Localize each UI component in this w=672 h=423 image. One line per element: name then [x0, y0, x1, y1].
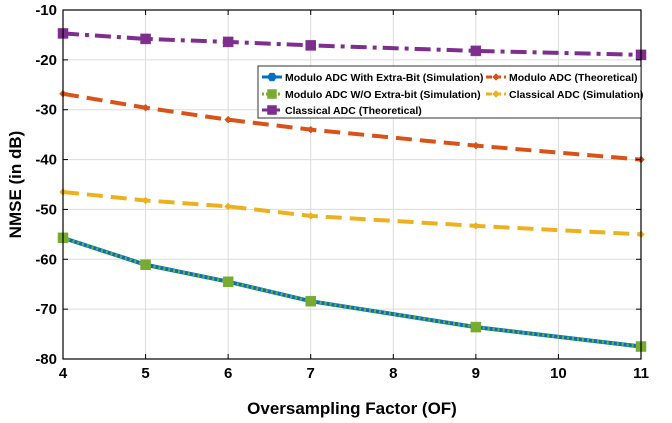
- legend-entry-1: Modulo ADC With Extra-Bit (Simulation): [262, 72, 483, 84]
- data-point-marker: [470, 45, 482, 57]
- x-tick-label: 9: [472, 365, 480, 382]
- data-point-marker: [267, 72, 277, 82]
- y-tick-label: -20: [35, 52, 57, 69]
- legend-label: Modulo ADC (Theoretical): [509, 72, 638, 84]
- data-point-marker: [224, 202, 232, 211]
- x-tick-label: 10: [550, 365, 567, 382]
- data-point-marker: [224, 115, 232, 124]
- data-point-marker: [140, 259, 151, 271]
- data-point-marker: [140, 33, 151, 45]
- data-point-marker: [492, 90, 500, 98]
- data-point-marker: [306, 125, 315, 134]
- legend-label: Modulo ADC W/O Extra-bit (Simulation): [285, 89, 481, 101]
- legend-entry-3: Modulo ADC W/O Extra-bit (Simulation): [262, 89, 481, 101]
- legend-entry-4: Classical ADC (Simulation): [486, 89, 643, 101]
- data-point-marker: [305, 295, 316, 307]
- legend-entry-2: Modulo ADC (Theoretical): [486, 72, 638, 84]
- data-point-marker: [141, 103, 150, 112]
- y-tick-label: -60: [35, 251, 57, 268]
- series-line: [62, 31, 642, 57]
- data-point-marker: [470, 321, 482, 333]
- x-tick-label: 5: [141, 365, 149, 382]
- x-tick-label: 6: [224, 365, 232, 382]
- data-point-marker: [222, 36, 234, 48]
- data-point-marker: [141, 196, 150, 205]
- plot-frame: [62, 9, 642, 360]
- x-tick-label: 8: [389, 365, 397, 382]
- data-point-marker: [306, 212, 315, 220]
- data-point-marker: [305, 40, 316, 51]
- data-point-marker: [472, 141, 480, 150]
- x-tick-label: 7: [307, 365, 315, 382]
- series-line: [62, 91, 642, 162]
- y-tick-label: -70: [35, 301, 57, 318]
- data-point-marker: [267, 105, 277, 115]
- series-1: [57, 233, 647, 352]
- tick-labels: 4 5 6 7 8 9 10 11 -10 -20 -30 -40 -50 -60 -70 -80: [35, 2, 649, 382]
- y-axis-label: NMSE (in dB): [6, 131, 25, 239]
- series-5: [57, 28, 647, 61]
- data-point-marker: [267, 89, 277, 99]
- legend-label: Modulo ADC With Extra-Bit (Simulation): [285, 72, 483, 84]
- legend-entry-5: Classical ADC (Theoretical): [262, 105, 422, 117]
- series-line: [62, 235, 642, 349]
- y-tick-label: -40: [35, 152, 57, 169]
- y-tick-label: -50: [35, 201, 57, 218]
- x-tick-label: 4: [59, 365, 68, 382]
- series-line: [62, 189, 642, 237]
- x-tick-label: 11: [633, 365, 649, 382]
- y-tick-label: -10: [35, 2, 57, 19]
- series-line: [62, 236, 642, 349]
- x-axis-label: Oversampling Factor (OF): [247, 399, 457, 418]
- legend-label: Classical ADC (Simulation): [509, 89, 643, 101]
- series-4: [59, 188, 645, 239]
- data-point-marker: [472, 222, 480, 230]
- legend: Modulo ADC With Extra-Bit (Simulation) Mo…: [257, 65, 643, 119]
- legend-label: Classical ADC (Theoretical): [285, 105, 422, 117]
- legend-box: [257, 65, 642, 119]
- data-point-marker: [492, 73, 500, 81]
- data-point-marker: [222, 276, 234, 287]
- y-tick-label: -30: [35, 102, 57, 119]
- series-3: [57, 232, 647, 352]
- y-tick-label: -80: [35, 351, 57, 368]
